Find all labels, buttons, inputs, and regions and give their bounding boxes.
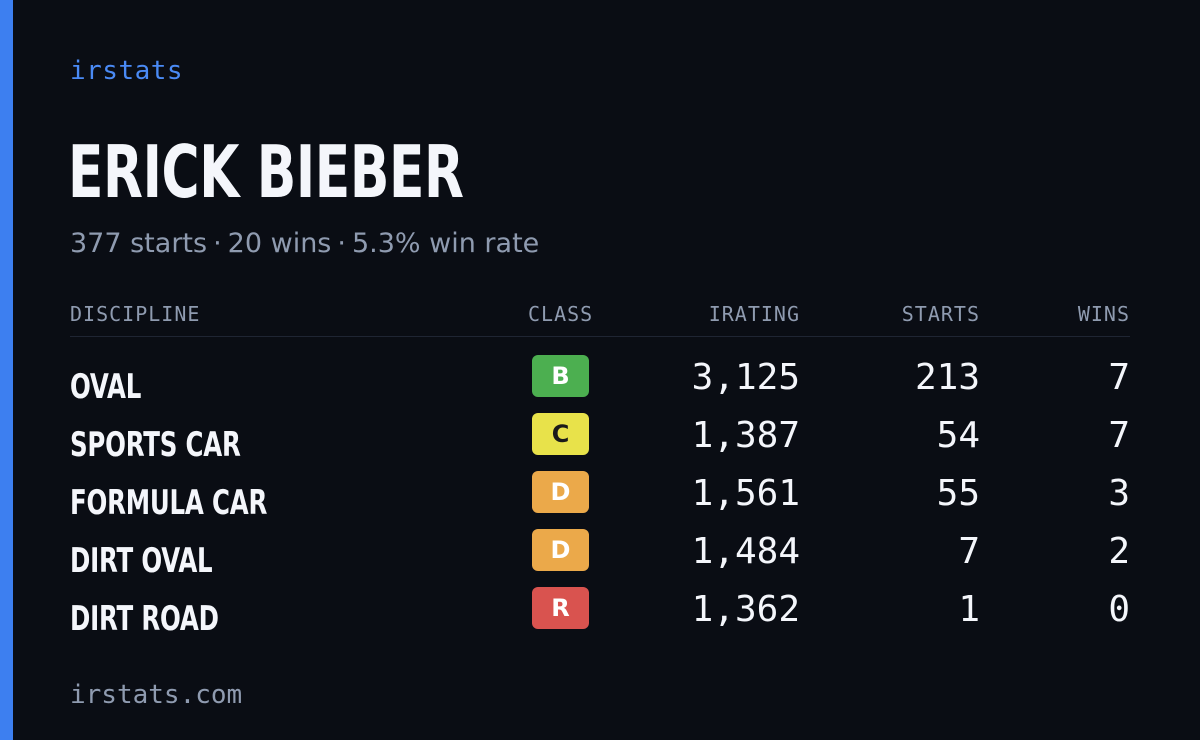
header-class: CLASS [528,302,594,326]
row-wins: 7 [1108,357,1130,398]
table-row: OVAL B 3,125 213 7 [70,355,1130,413]
summary-win-rate: 5.3% win rate [351,228,540,259]
row-discipline: OVAL [70,367,142,407]
table-row: FORMULA CAR D 1,561 55 3 [70,471,1130,529]
summary-separator: · [337,228,346,259]
row-wins: 3 [1108,473,1130,514]
class-badge: D [532,529,589,571]
row-irating: 1,484 [691,531,800,572]
accent-bar [0,0,13,740]
row-discipline: FORMULA CAR [70,483,268,523]
class-badge: C [532,413,589,455]
row-wins: 2 [1108,531,1130,572]
class-badge: D [532,471,589,513]
row-irating: 1,362 [691,589,800,630]
row-starts: 55 [936,473,980,514]
row-starts: 7 [958,531,980,572]
header-wins: WINS [1077,302,1130,326]
row-starts: 213 [914,357,980,398]
table-row: SPORTS CAR C 1,387 54 7 [70,413,1130,471]
class-badge: R [532,587,589,629]
table-body: OVAL B 3,125 213 7 SPORTS CAR C 1,387 54 7 FORMULA… [70,355,1130,645]
footer-url: irstats.com [70,680,243,710]
row-irating: 3,125 [691,357,800,398]
row-wins: 0 [1108,589,1130,630]
table-row: DIRT OVAL D 1,484 7 2 [70,529,1130,587]
table-header: DISCIPLINE CLASS IRATING STARTS WINS [70,298,1130,337]
row-starts: 54 [936,415,980,456]
row-discipline: DIRT OVAL [70,541,213,581]
summary-starts: 377 starts [70,228,208,259]
header-discipline: DISCIPLINE [70,302,201,326]
header-starts: STARTS [901,302,980,326]
discipline-table: DISCIPLINE CLASS IRATING STARTS WINS OVA… [70,298,1130,645]
row-discipline: DIRT ROAD [70,599,219,639]
table-row: DIRT ROAD R 1,362 1 0 [70,587,1130,645]
header-irating: IRATING [708,302,800,326]
driver-name: ERICK BIEBER [68,130,464,214]
brand-logo: irstats [70,56,184,86]
summary-separator: · [213,228,222,259]
row-discipline: SPORTS CAR [70,425,241,465]
row-wins: 7 [1108,415,1130,456]
class-badge: B [532,355,589,397]
row-irating: 1,387 [691,415,800,456]
row-irating: 1,561 [691,473,800,514]
driver-summary: 377 starts · 20 wins · 5.3% win rate [70,228,539,259]
row-starts: 1 [958,589,980,630]
summary-wins: 20 wins [227,228,332,259]
